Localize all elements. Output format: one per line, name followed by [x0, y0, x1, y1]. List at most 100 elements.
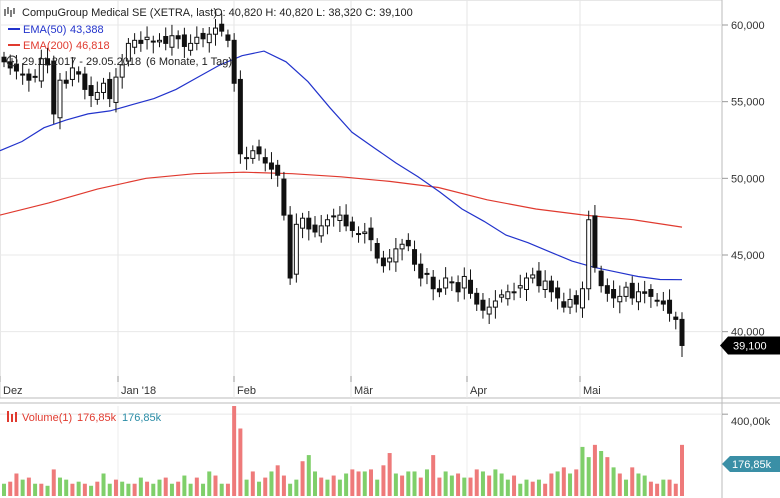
volume-bar	[281, 475, 286, 496]
period-range: 29.11.2017 - 29.05.2018	[22, 56, 141, 68]
candle	[374, 238, 380, 264]
candle	[200, 28, 206, 48]
volume-bar	[412, 471, 417, 496]
volume-bar	[207, 471, 212, 496]
candlesticks	[1, 13, 685, 357]
candle	[579, 281, 585, 318]
volume-bar	[26, 477, 31, 496]
volume-bar	[680, 444, 684, 496]
volume-bar	[14, 473, 19, 496]
volume-bar	[543, 483, 548, 496]
candle	[349, 216, 355, 238]
candle	[604, 278, 610, 302]
candle	[163, 27, 169, 51]
candle	[107, 72, 113, 108]
volume-bar	[611, 467, 616, 496]
volume-bar	[667, 479, 672, 496]
candle	[474, 287, 480, 311]
volume-bar	[113, 479, 118, 496]
candle	[138, 31, 144, 52]
candle	[368, 217, 374, 252]
volume-bar	[182, 475, 187, 496]
volume-bar	[64, 479, 69, 496]
volume-bar	[642, 475, 647, 496]
candle	[57, 72, 63, 130]
ema200-line	[0, 171, 683, 228]
volume-bar	[599, 451, 604, 496]
candle	[188, 34, 194, 56]
volume-bar	[456, 473, 461, 496]
volume-bar	[555, 471, 560, 496]
candle	[412, 240, 418, 272]
candle	[26, 68, 32, 92]
volume-bar	[157, 479, 162, 496]
candle	[262, 148, 268, 172]
candle	[281, 171, 287, 221]
volume-bar	[219, 483, 224, 496]
volume-bar	[306, 455, 311, 496]
volume-bar	[176, 481, 181, 496]
candle	[337, 206, 343, 232]
candle	[480, 293, 486, 319]
time-tick-label: Feb	[237, 385, 256, 397]
volume-bar	[89, 485, 94, 496]
candle	[617, 285, 623, 314]
volume-bar	[499, 473, 504, 496]
candle	[250, 145, 256, 164]
volume-bar	[163, 477, 168, 496]
volume-bars	[2, 406, 684, 496]
price-tick-label: 45,000	[731, 250, 765, 262]
candle	[673, 311, 679, 330]
candle	[119, 53, 125, 89]
volume-bar	[424, 469, 429, 496]
volume-bar	[39, 483, 44, 496]
volume-bar	[518, 483, 523, 496]
candle	[150, 35, 156, 54]
candle	[157, 33, 163, 48]
price-tick-label: 60,000	[731, 20, 765, 32]
candle	[623, 281, 629, 302]
volume-bar	[294, 479, 299, 496]
volume-bar	[70, 483, 75, 496]
last-price-tag: 39,100	[720, 336, 780, 355]
candle	[424, 268, 430, 285]
ohlc-values: O: 40,820 H: 40,820 L: 38,320 C: 39,100	[214, 7, 413, 19]
volume-bar	[325, 479, 330, 496]
chart-symbol-icon	[4, 7, 15, 17]
candle	[530, 267, 536, 284]
chart-legend: CompuGroup Medical SE (XETRA, last) O: 4…	[4, 7, 413, 424]
volume-bar	[512, 475, 517, 496]
last-volume-label: 176,85k	[732, 459, 772, 471]
candle	[275, 159, 281, 187]
candle	[69, 57, 75, 87]
candle	[312, 216, 318, 238]
volume-bar	[331, 475, 336, 496]
candle	[555, 280, 561, 310]
candle	[492, 290, 498, 319]
volume-bar	[337, 479, 342, 496]
volume-bar	[406, 471, 411, 496]
candle	[318, 214, 324, 243]
volume-bar	[57, 477, 62, 496]
volume-bar	[300, 461, 305, 496]
volume-bar	[107, 483, 112, 496]
period-detail: (6 Monate, 1 Tag)	[146, 56, 232, 68]
volume-bar	[225, 483, 230, 496]
volume-bar	[580, 446, 585, 496]
candle	[443, 267, 449, 295]
volume-bar	[51, 469, 56, 496]
candle	[38, 49, 44, 88]
candle	[76, 66, 82, 83]
candle	[511, 282, 517, 301]
volume-bar	[524, 479, 529, 496]
candle	[679, 312, 685, 357]
candle	[523, 272, 529, 301]
volume-bar	[76, 481, 81, 496]
volume-bar	[568, 473, 573, 496]
candle	[82, 66, 88, 100]
price-tick-label: 50,000	[731, 173, 765, 185]
volume-bar	[350, 469, 355, 496]
volume-bar	[418, 477, 423, 496]
candle	[1, 51, 7, 68]
